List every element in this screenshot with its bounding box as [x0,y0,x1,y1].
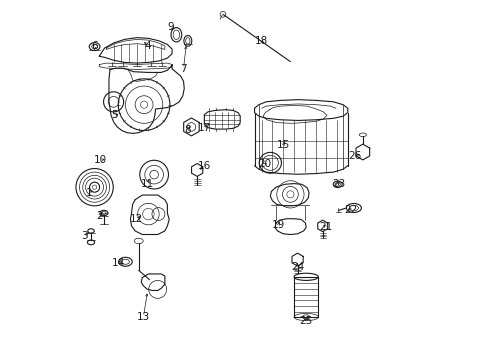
Text: 2: 2 [96,211,102,221]
Text: 14: 14 [111,258,124,268]
Text: 19: 19 [271,220,285,230]
Text: 24: 24 [290,262,304,272]
Text: 18: 18 [255,36,268,46]
Text: 15: 15 [276,140,289,150]
Text: 22: 22 [344,206,357,216]
Text: 3: 3 [81,231,88,240]
Text: 12: 12 [130,215,143,224]
Text: 9: 9 [167,22,174,32]
Bar [293,277,318,317]
Text: 7: 7 [180,64,186,74]
Text: 10: 10 [94,155,107,165]
Text: 1: 1 [86,188,93,198]
Text: 8: 8 [184,125,191,135]
Text: 6: 6 [91,41,98,50]
Text: 17: 17 [197,123,210,133]
Text: 5: 5 [111,111,118,121]
Text: 25: 25 [299,316,312,325]
Text: 16: 16 [197,161,210,171]
Text: 23: 23 [331,179,345,189]
Text: 20: 20 [258,159,271,169]
Text: 21: 21 [319,222,332,232]
Text: 26: 26 [347,150,361,161]
Text: 13: 13 [137,312,150,322]
Text: 11: 11 [140,179,153,189]
Text: 4: 4 [144,41,151,50]
